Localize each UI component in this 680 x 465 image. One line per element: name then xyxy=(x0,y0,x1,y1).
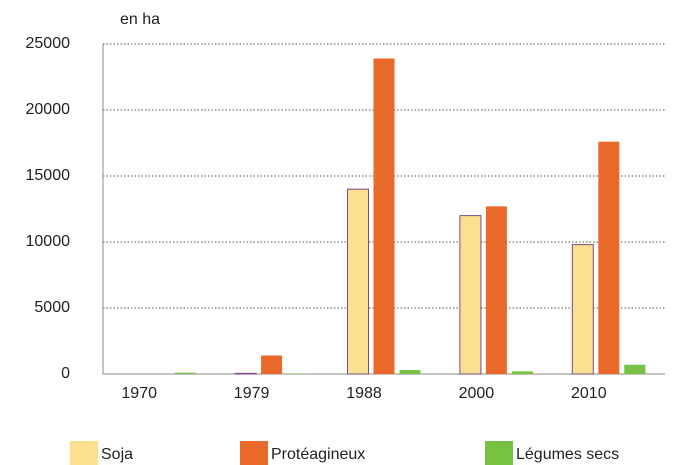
bar xyxy=(373,58,395,375)
bar xyxy=(571,244,594,375)
legend-label: Protéagineux xyxy=(271,446,365,463)
y-tick-label: 15000 xyxy=(26,167,71,184)
legend-label: Soja xyxy=(101,446,133,463)
legend-swatch xyxy=(70,441,98,465)
bar xyxy=(399,370,421,374)
legend-swatch xyxy=(485,441,513,465)
y-tick-label: 20000 xyxy=(26,101,71,118)
bar xyxy=(598,141,620,374)
x-tick-label: 2000 xyxy=(459,385,495,402)
y-tick-label: 25000 xyxy=(26,35,71,52)
y-tick-label: 0 xyxy=(61,365,70,382)
bar xyxy=(174,372,196,374)
legend-swatch xyxy=(240,441,268,465)
bar xyxy=(234,372,257,375)
bar xyxy=(485,206,507,374)
y-axis-label: en ha xyxy=(120,11,160,28)
x-tick-label: 1979 xyxy=(234,385,270,402)
bar xyxy=(511,371,533,374)
bar xyxy=(261,355,283,374)
x-tick-label: 1988 xyxy=(346,385,382,402)
bar xyxy=(624,364,646,374)
y-tick-label: 5000 xyxy=(34,299,70,316)
legend-label: Légumes secs xyxy=(516,446,619,463)
x-tick-label: 1970 xyxy=(121,385,157,402)
bar xyxy=(347,188,369,375)
bar xyxy=(459,215,482,375)
y-tick-label: 10000 xyxy=(26,233,71,250)
x-tick-label: 2010 xyxy=(571,385,607,402)
